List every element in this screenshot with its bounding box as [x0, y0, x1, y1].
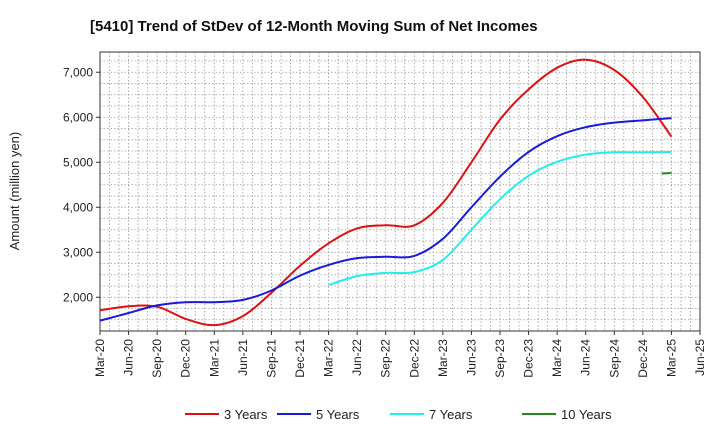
x-tick-label: Dec-21	[293, 339, 307, 378]
x-tick-label: Dec-24	[636, 339, 650, 378]
x-tick-label: Mar-23	[436, 339, 450, 377]
y-tick-label: 5,000	[63, 155, 93, 169]
plot-background	[100, 52, 700, 331]
x-tick-label: Jun-23	[464, 339, 478, 376]
plot-area: 2,000 3,000 4,000 5,000 6,000 7,000 Mar-20 Jun-…	[63, 51, 707, 378]
x-tick-label: Mar-24	[550, 339, 564, 377]
legend-label-7-years: 7 Years	[429, 407, 473, 422]
x-tick-label: Sep-22	[379, 339, 393, 378]
chart-title: [5410] Trend of StDev of 12-Month Moving…	[90, 18, 538, 35]
x-tick-label: Mar-21	[207, 339, 221, 377]
x-tick-label: Jun-24	[579, 339, 593, 376]
y-tick-label: 3,000	[63, 245, 93, 259]
x-tick-label: Sep-23	[493, 339, 507, 378]
legend: 3 Years 5 Years 7 Years 10 Years	[185, 407, 612, 422]
series-line-7-years	[328, 150, 672, 287]
x-tick-label: Jun-21	[236, 339, 250, 376]
y-tick-label: 2,000	[63, 290, 93, 304]
x-tick-label: Dec-23	[522, 339, 536, 378]
x-tick-label: Jun-20	[122, 339, 136, 376]
x-tick-label: Mar-20	[93, 339, 107, 377]
x-tick-label: Mar-22	[322, 339, 336, 377]
x-tick-label: Mar-25	[664, 339, 678, 377]
series-line-3-years	[99, 58, 673, 327]
x-tick-label: Sep-21	[264, 339, 278, 378]
x-tick-label: Sep-20	[150, 339, 164, 378]
x-tick-label: Jun-22	[350, 339, 364, 376]
x-tick-label: Jun-25	[693, 339, 707, 376]
legend-label-3-years: 3 Years	[224, 407, 268, 422]
series-line-10-years	[661, 172, 672, 175]
series-line-5-years	[99, 117, 672, 322]
x-tick-label: Dec-22	[407, 339, 421, 378]
plot-frame	[99, 51, 701, 332]
y-tick-label: 7,000	[63, 65, 93, 79]
y-axis-label: Amount (million yen)	[7, 132, 22, 251]
legend-label-10-years: 10 Years	[561, 407, 612, 422]
y-tick-label: 6,000	[63, 110, 93, 124]
y-tick-label: 4,000	[63, 200, 93, 214]
x-tick-label: Sep-24	[607, 339, 621, 378]
legend-label-5-years: 5 Years	[316, 407, 360, 422]
x-tick-label: Dec-20	[179, 339, 193, 378]
